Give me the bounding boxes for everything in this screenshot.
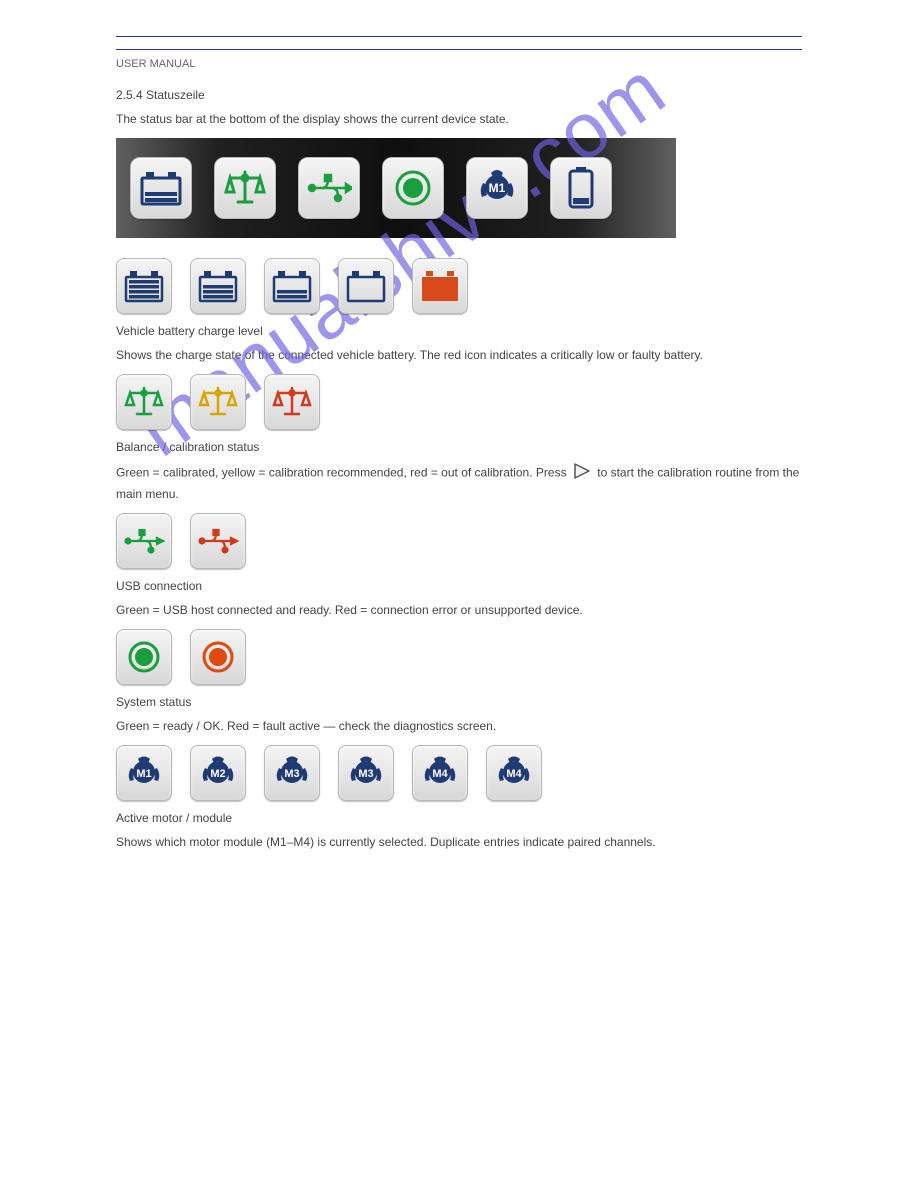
usb-row bbox=[116, 513, 802, 569]
status-red-icon bbox=[190, 629, 246, 685]
usb-icon bbox=[298, 157, 360, 219]
usb-title: USB connection bbox=[116, 579, 802, 593]
svg-text:M2: M2 bbox=[210, 768, 225, 780]
motor-m4-icon: M4 bbox=[412, 745, 468, 801]
car-battery-red-icon bbox=[412, 258, 468, 314]
intro-text: The status bar at the bottom of the disp… bbox=[116, 110, 802, 128]
motor-title: Active motor / module bbox=[116, 811, 802, 825]
status-title: System status bbox=[116, 695, 802, 709]
car-battery-desc: Shows the charge state of the connected … bbox=[116, 346, 802, 364]
svg-text:M1: M1 bbox=[489, 181, 506, 195]
car-battery-1-icon bbox=[338, 258, 394, 314]
status-desc: Green = ready / OK. Red = fault active —… bbox=[116, 717, 802, 735]
motor-m3-icon: M3 bbox=[264, 745, 320, 801]
balance-yellow-icon bbox=[190, 374, 246, 430]
status-green-icon bbox=[116, 629, 172, 685]
usb-green-icon bbox=[116, 513, 172, 569]
usb-desc: Green = USB host connected and ready. Re… bbox=[116, 601, 802, 619]
usb-red-icon bbox=[190, 513, 246, 569]
svg-text:M3: M3 bbox=[284, 768, 299, 780]
svg-text:M4: M4 bbox=[506, 768, 522, 780]
balance-icon bbox=[214, 157, 276, 219]
header-rule bbox=[116, 36, 802, 50]
balance-red-icon bbox=[264, 374, 320, 430]
motor-row: M1 M2 M3 M3 M4 M4 bbox=[116, 745, 802, 801]
car-battery-4-icon bbox=[116, 258, 172, 314]
play-icon bbox=[572, 462, 592, 485]
svg-text:M4: M4 bbox=[432, 768, 448, 780]
device-battery-icon bbox=[550, 157, 612, 219]
balance-desc: Green = calibrated, yellow = calibration… bbox=[116, 462, 802, 503]
motor-m4b-icon: M4 bbox=[486, 745, 542, 801]
car-battery-3-icon bbox=[190, 258, 246, 314]
balance-title: Balance / calibration status bbox=[116, 440, 802, 454]
balance-desc-before: Green = calibrated, yellow = calibration… bbox=[116, 466, 570, 480]
motor-m1-icon: M1 bbox=[116, 745, 172, 801]
status-row bbox=[116, 629, 802, 685]
balance-green-icon bbox=[116, 374, 172, 430]
balance-row bbox=[116, 374, 802, 430]
svg-text:M1: M1 bbox=[136, 768, 151, 780]
page: manualshive.com USER MANUAL 2.5.4 Status… bbox=[0, 0, 918, 961]
status-dot-icon bbox=[382, 157, 444, 219]
header-left: USER MANUAL bbox=[116, 58, 802, 70]
motor-m2-icon: M2 bbox=[190, 745, 246, 801]
car-battery-2-icon bbox=[264, 258, 320, 314]
svg-text:M3: M3 bbox=[358, 768, 373, 780]
car-battery-title: Vehicle battery charge level bbox=[116, 324, 802, 338]
motor-m3b-icon: M3 bbox=[338, 745, 394, 801]
section-number: 2.5.4 Statuszeile bbox=[116, 88, 802, 102]
car-battery-row bbox=[116, 258, 802, 314]
motor-desc: Shows which motor module (M1–M4) is curr… bbox=[116, 833, 802, 851]
motor-icon: M1 bbox=[466, 157, 528, 219]
status-bar-panel: M1 bbox=[116, 138, 676, 238]
car-battery-icon bbox=[130, 157, 192, 219]
